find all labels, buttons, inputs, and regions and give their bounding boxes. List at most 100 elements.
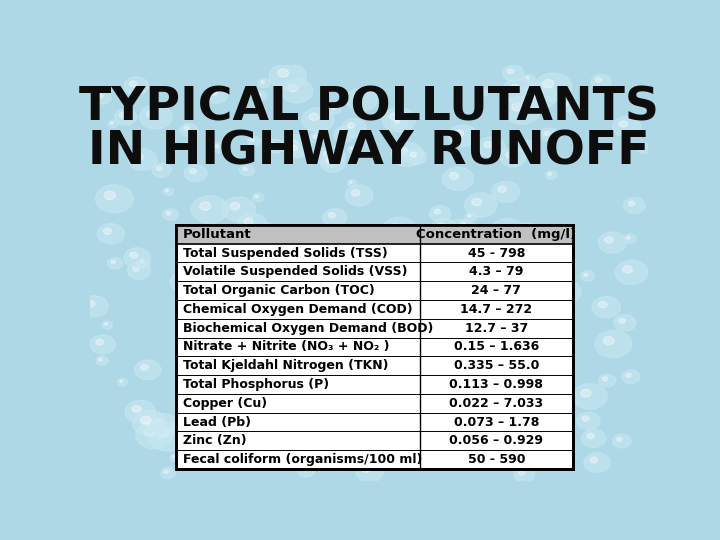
Circle shape	[636, 143, 651, 153]
Circle shape	[333, 454, 341, 461]
Circle shape	[266, 139, 284, 153]
Circle shape	[309, 113, 319, 120]
Text: Concentration  (mg/l): Concentration (mg/l)	[416, 228, 577, 241]
Circle shape	[348, 146, 358, 153]
Circle shape	[598, 232, 626, 253]
Circle shape	[623, 266, 632, 273]
Circle shape	[401, 381, 410, 387]
Text: TYPICAL POLLUTANTS: TYPICAL POLLUTANTS	[79, 86, 659, 131]
Circle shape	[503, 97, 541, 124]
Circle shape	[405, 149, 426, 165]
Circle shape	[482, 301, 491, 308]
Text: 0.073 – 1.78: 0.073 – 1.78	[454, 415, 539, 429]
Text: IN HIGHWAY RUNOFF: IN HIGHWAY RUNOFF	[88, 130, 650, 174]
Circle shape	[331, 106, 336, 109]
Circle shape	[96, 185, 133, 213]
Circle shape	[223, 312, 261, 339]
Circle shape	[403, 316, 436, 340]
Circle shape	[98, 94, 103, 98]
Circle shape	[548, 173, 552, 176]
Text: Lead (Pb): Lead (Pb)	[183, 415, 251, 429]
Circle shape	[498, 224, 508, 232]
Circle shape	[210, 90, 217, 96]
Text: Copper (Cu): Copper (Cu)	[183, 397, 267, 410]
Circle shape	[244, 218, 253, 225]
Circle shape	[172, 455, 175, 458]
Circle shape	[342, 420, 351, 427]
Circle shape	[498, 186, 506, 192]
Circle shape	[99, 358, 102, 361]
Text: 0.056 – 0.929: 0.056 – 0.929	[449, 434, 544, 447]
Circle shape	[390, 113, 400, 120]
Circle shape	[328, 104, 341, 114]
Circle shape	[559, 98, 577, 112]
Circle shape	[429, 206, 451, 221]
Circle shape	[381, 218, 418, 245]
Circle shape	[475, 296, 505, 319]
Circle shape	[263, 312, 286, 329]
Circle shape	[544, 354, 555, 362]
Circle shape	[328, 213, 336, 218]
Circle shape	[364, 246, 397, 272]
Circle shape	[521, 353, 527, 357]
Circle shape	[362, 466, 370, 472]
Circle shape	[117, 379, 127, 386]
Circle shape	[140, 105, 172, 129]
Circle shape	[462, 222, 465, 225]
Text: 4.3 – 79: 4.3 – 79	[469, 265, 523, 278]
Circle shape	[242, 437, 248, 441]
Circle shape	[613, 434, 631, 448]
Circle shape	[469, 401, 480, 409]
Circle shape	[144, 428, 155, 436]
Circle shape	[287, 143, 307, 158]
Circle shape	[222, 197, 256, 221]
Circle shape	[341, 411, 348, 417]
Text: 0.022 – 7.033: 0.022 – 7.033	[449, 397, 544, 410]
Circle shape	[391, 142, 423, 166]
Circle shape	[238, 434, 256, 448]
Circle shape	[577, 412, 600, 429]
Circle shape	[587, 434, 594, 439]
Circle shape	[603, 336, 614, 345]
Circle shape	[189, 168, 197, 174]
Circle shape	[210, 401, 223, 411]
Circle shape	[326, 449, 355, 471]
Circle shape	[439, 422, 459, 437]
Circle shape	[120, 380, 123, 382]
Circle shape	[199, 202, 211, 210]
Circle shape	[350, 147, 353, 150]
Circle shape	[406, 378, 415, 384]
Circle shape	[451, 413, 462, 421]
Circle shape	[517, 350, 536, 364]
Circle shape	[273, 334, 311, 363]
Circle shape	[243, 296, 277, 322]
Circle shape	[90, 335, 115, 354]
Circle shape	[405, 413, 431, 432]
Circle shape	[410, 152, 416, 157]
Circle shape	[313, 135, 317, 138]
Circle shape	[531, 367, 542, 376]
FancyBboxPatch shape	[176, 225, 572, 244]
Circle shape	[484, 141, 492, 147]
Circle shape	[192, 196, 228, 223]
Circle shape	[330, 452, 340, 459]
Circle shape	[455, 130, 464, 136]
Circle shape	[473, 345, 485, 354]
Circle shape	[513, 223, 541, 244]
Circle shape	[491, 442, 500, 449]
Circle shape	[102, 321, 112, 329]
Circle shape	[443, 219, 479, 246]
Circle shape	[147, 110, 157, 117]
Circle shape	[227, 241, 233, 246]
Circle shape	[541, 392, 562, 407]
Circle shape	[510, 84, 520, 92]
Circle shape	[80, 296, 109, 317]
Circle shape	[626, 373, 631, 377]
Circle shape	[598, 301, 607, 308]
Circle shape	[338, 130, 345, 134]
Circle shape	[605, 237, 613, 243]
Circle shape	[264, 392, 272, 398]
Circle shape	[96, 339, 104, 345]
Circle shape	[238, 213, 267, 235]
Circle shape	[179, 418, 184, 421]
